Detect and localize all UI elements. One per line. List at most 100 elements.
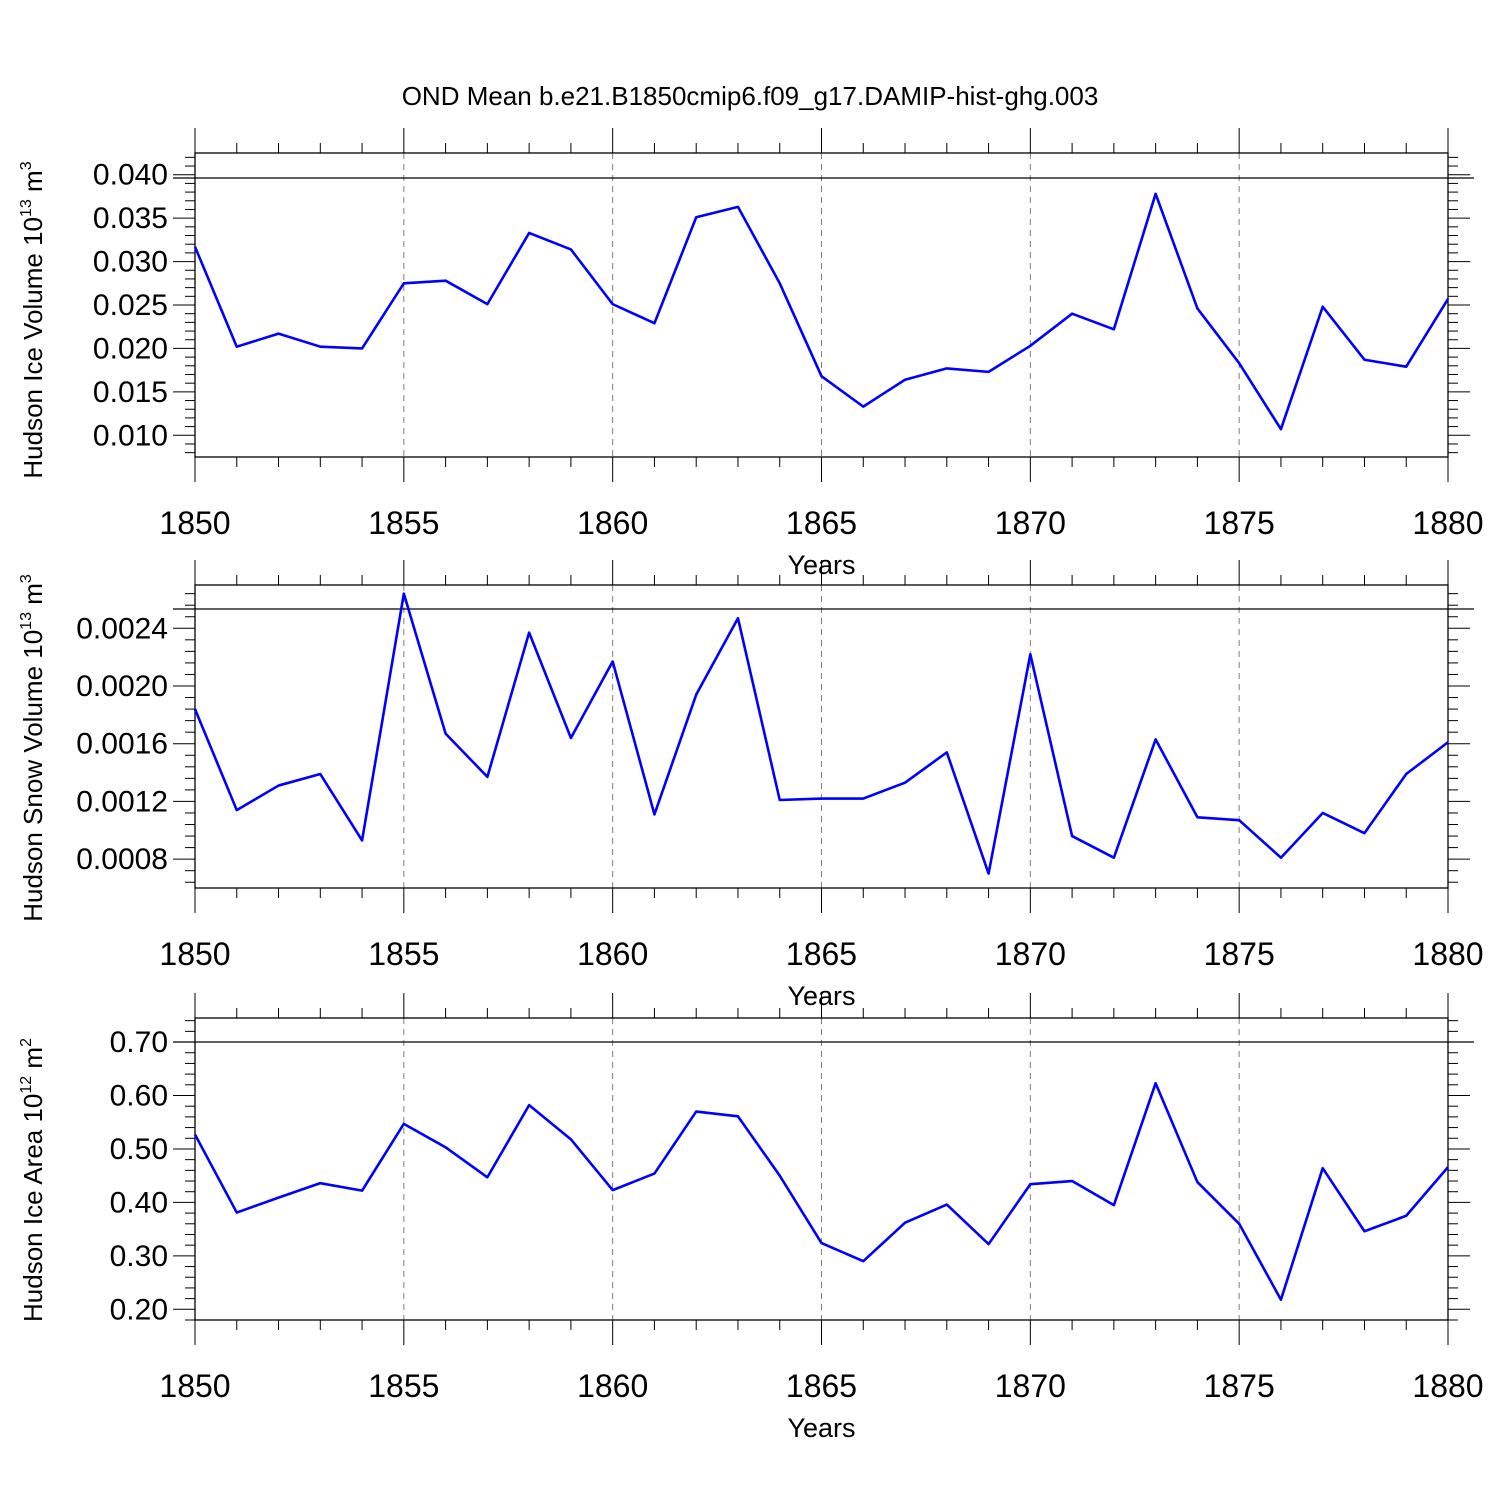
data-point <box>360 838 364 842</box>
panels: 0.010 0.015 0.020 0.025 0.030 0.035 0.040 1850 1… <box>18 128 1484 1443</box>
data-point <box>694 1110 698 1114</box>
data-point <box>1154 1081 1158 1085</box>
data-point <box>1028 652 1032 656</box>
y-tick-label: 0.020 <box>93 332 168 365</box>
x-tick-label: 1865 <box>786 1368 857 1404</box>
data-point <box>778 798 782 802</box>
data-point <box>1362 1229 1366 1233</box>
data-point <box>736 616 740 620</box>
data-point <box>235 808 239 812</box>
data-point <box>318 345 322 349</box>
y-tick-label: 0.030 <box>93 246 168 279</box>
data-point <box>1112 327 1116 331</box>
data-point <box>235 345 239 349</box>
data-point <box>778 281 782 285</box>
data-point <box>1112 1203 1116 1207</box>
chart-title: OND Mean b.e21.B1850cmip6.f09_g17.DAMIP-… <box>402 81 1099 111</box>
x-tick-label: 1870 <box>995 936 1066 972</box>
data-point <box>402 1122 406 1126</box>
data-point <box>945 366 949 370</box>
panel-1: 0.010 0.015 0.020 0.025 0.030 0.035 0.040 1850 1… <box>18 128 1484 580</box>
x-tick-label: 1875 <box>1204 505 1275 541</box>
data-point <box>652 321 656 325</box>
y-tick-label: 0.0008 <box>76 843 168 876</box>
x-tick-label: 1865 <box>786 505 857 541</box>
data-point <box>987 370 991 374</box>
data-point <box>444 1145 448 1149</box>
series-line <box>193 1081 1449 1301</box>
y-tick-label: 0.30 <box>110 1240 168 1273</box>
plot-frame <box>194 584 1449 889</box>
data-point <box>611 659 615 663</box>
data-point <box>945 1203 949 1207</box>
data-point <box>444 279 448 283</box>
data-point <box>1279 1298 1283 1302</box>
data-point <box>903 1221 907 1225</box>
x-tick-label: 1855 <box>368 1368 439 1404</box>
y-tick-label: 0.70 <box>110 1026 168 1059</box>
data-point <box>736 1114 740 1118</box>
data-point <box>903 781 907 785</box>
data-point <box>402 592 406 596</box>
data-point <box>444 732 448 736</box>
data-point <box>1446 1165 1450 1169</box>
x-tick-label: 1855 <box>368 505 439 541</box>
data-point <box>1070 834 1074 838</box>
y-tick-label: 0.0020 <box>76 670 168 703</box>
y-axis-label: Hudson Ice Volume 1013 m3 <box>18 161 48 478</box>
data-point <box>1321 811 1325 815</box>
x-axis-label: Years <box>787 1413 855 1443</box>
data-point <box>1362 358 1366 362</box>
data-point <box>1070 312 1074 316</box>
data-point <box>861 405 865 409</box>
x-tick-label: 1850 <box>159 1368 230 1404</box>
data-point <box>485 775 489 779</box>
data-point <box>1112 856 1116 860</box>
data-point <box>193 707 197 711</box>
data-point <box>1321 1166 1325 1170</box>
series-line <box>193 592 1449 875</box>
y-tick-label: 0.0016 <box>76 728 168 761</box>
y-tick-label: 0.010 <box>93 419 168 452</box>
data-point <box>1028 1182 1032 1186</box>
x-tick-label: 1850 <box>159 505 230 541</box>
x-tick-label: 1865 <box>786 936 857 972</box>
data-point <box>1028 344 1032 348</box>
x-tick-label: 1860 <box>577 1368 648 1404</box>
x-tick-label: 1875 <box>1204 936 1275 972</box>
series-line <box>193 192 1450 431</box>
data-point <box>1404 1214 1408 1218</box>
x-tick-label: 1860 <box>577 936 648 972</box>
plot-frame <box>194 152 1449 458</box>
x-tick-label: 1860 <box>577 505 648 541</box>
y-tick-label: 0.035 <box>93 202 168 235</box>
data-point <box>1237 361 1241 365</box>
data-point <box>1279 856 1283 860</box>
x-tick-label: 1870 <box>995 1368 1066 1404</box>
data-point <box>1237 818 1241 822</box>
data-point <box>820 797 824 801</box>
x-tick-label: 1850 <box>159 936 230 972</box>
y-tick-label: 0.025 <box>93 289 168 322</box>
data-point <box>1154 737 1158 741</box>
y-tick-label: 0.040 <box>93 159 168 192</box>
data-point <box>861 797 865 801</box>
data-point <box>945 750 949 754</box>
data-point <box>820 1241 824 1245</box>
data-point <box>569 736 573 740</box>
x-tick-label: 1880 <box>1412 1368 1483 1404</box>
data-point <box>318 772 322 776</box>
data-point <box>1195 815 1199 819</box>
data-point <box>652 812 656 816</box>
data-point <box>1070 1179 1074 1183</box>
data-point <box>652 1172 656 1176</box>
data-point <box>1321 305 1325 309</box>
data-point <box>1404 365 1408 369</box>
y-tick-label: 0.50 <box>110 1133 168 1166</box>
panel-3: 0.20 0.30 0.40 0.50 0.60 0.70 1850 1855 1860 1865… <box>18 993 1484 1443</box>
data-point <box>360 1189 364 1193</box>
data-point <box>360 346 364 350</box>
data-point <box>485 302 489 306</box>
